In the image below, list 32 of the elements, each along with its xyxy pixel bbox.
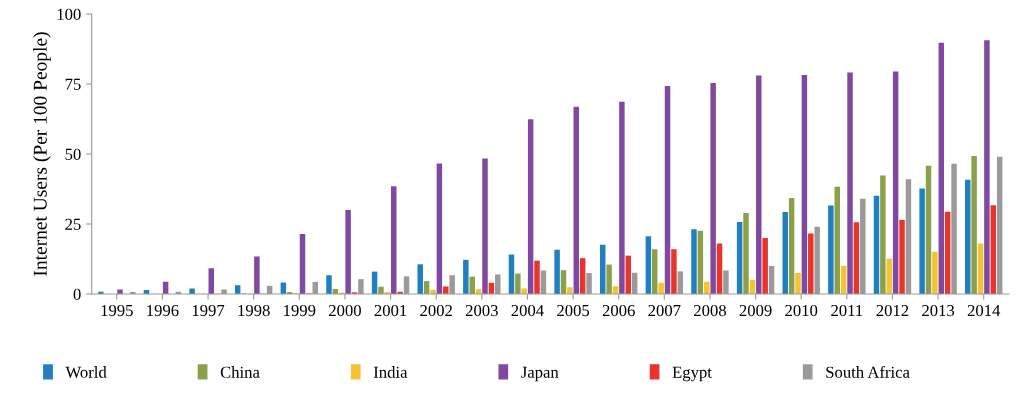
- x-tick-label: 2009: [739, 304, 772, 317]
- x-tick-label: 2002: [420, 304, 452, 317]
- x-tick-label: 2012: [876, 304, 909, 317]
- x-tick-label: 1998: [238, 304, 270, 317]
- x-tick-label: 1999: [284, 304, 316, 317]
- x-tick-label: 2001: [374, 304, 407, 317]
- y-tick-label: 75: [65, 78, 81, 90]
- x-tick-label: 2006: [602, 304, 635, 317]
- y-tick-label: 100: [57, 8, 81, 20]
- legend-label: South Africa: [826, 365, 910, 378]
- x-tick-label: 2014: [967, 304, 1001, 317]
- legend-label: Japan: [521, 366, 559, 382]
- legend-label: India: [373, 366, 408, 378]
- x-tick-label: 2003: [465, 304, 498, 317]
- x-tick-label: 2008: [694, 304, 726, 317]
- x-tick-label: 2013: [922, 304, 955, 317]
- legend-label: World: [65, 366, 107, 378]
- x-tick-label: 2011: [831, 304, 863, 317]
- y-axis-title: Internet Users (Per 100 People): [33, 32, 51, 276]
- x-tick-label: 2007: [648, 304, 681, 317]
- y-tick-label: 25: [65, 218, 81, 230]
- x-tick-label: 1997: [192, 304, 225, 317]
- x-tick-label: 2010: [785, 304, 818, 317]
- x-tick-label: 2000: [329, 304, 361, 317]
- y-tick-label: 0: [73, 288, 81, 300]
- x-tick-label: 1996: [147, 304, 179, 317]
- y-tick-label: 50: [65, 148, 81, 160]
- legend-label: China: [220, 366, 260, 378]
- x-tick-label: 1995: [101, 304, 133, 317]
- legend-label: Egypt: [672, 366, 712, 382]
- x-tick-label: 2005: [557, 304, 590, 317]
- x-tick-label: 2004: [511, 304, 544, 317]
